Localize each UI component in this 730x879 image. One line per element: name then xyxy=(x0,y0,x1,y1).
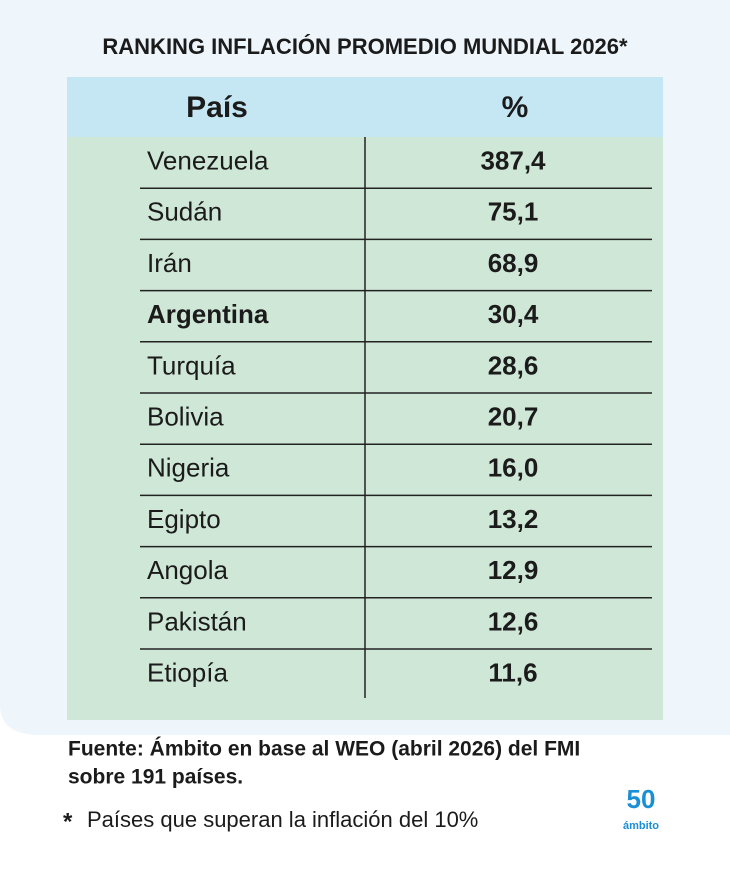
country: Etiopía xyxy=(147,657,228,687)
column-header: % xyxy=(502,91,529,124)
logo-number: 50 xyxy=(627,784,656,814)
inflation-value: 75,1 xyxy=(488,197,539,227)
inflation-value: 13,2 xyxy=(488,504,539,534)
inflation-value: 28,6 xyxy=(488,350,539,380)
country: Pakistán xyxy=(147,606,247,636)
country: Turquía xyxy=(147,350,236,380)
inflation-value: 11,6 xyxy=(488,657,537,687)
inflation-value: 12,6 xyxy=(488,606,539,636)
inflation-value: 387,4 xyxy=(480,145,546,175)
country: Irán xyxy=(147,248,192,278)
country: Nigeria xyxy=(147,453,230,483)
table-header xyxy=(67,77,663,137)
title: RANKING INFLACIÓN PROMEDIO MUNDIAL 2026* xyxy=(102,34,628,59)
inflation-value: 12,9 xyxy=(488,555,539,585)
inflation-value: 20,7 xyxy=(488,401,539,431)
note-marker: * xyxy=(63,808,73,835)
country: Angola xyxy=(147,555,228,585)
note: Países que superan la inflación del 10% xyxy=(87,807,478,832)
table-rows: Venezuela 387,4 Sudán 75,1 Irán 68,9 Argentina… xyxy=(140,145,652,687)
logo-brand: ámbito xyxy=(623,820,659,832)
country: Argentina xyxy=(147,299,269,329)
country: Venezuela xyxy=(147,145,269,175)
country: Sudán xyxy=(147,197,222,227)
inflation-value: 68,9 xyxy=(488,248,539,278)
inflation-value: 16,0 xyxy=(488,453,539,483)
source-line: Fuente: Ámbito en base al WEO (abril 202… xyxy=(68,738,580,761)
source-line: sobre 191 países. xyxy=(68,766,243,789)
country: Bolivia xyxy=(147,401,224,431)
country: Egipto xyxy=(147,504,221,534)
column-header: País xyxy=(186,91,248,124)
inflation-value: 30,4 xyxy=(488,299,539,329)
